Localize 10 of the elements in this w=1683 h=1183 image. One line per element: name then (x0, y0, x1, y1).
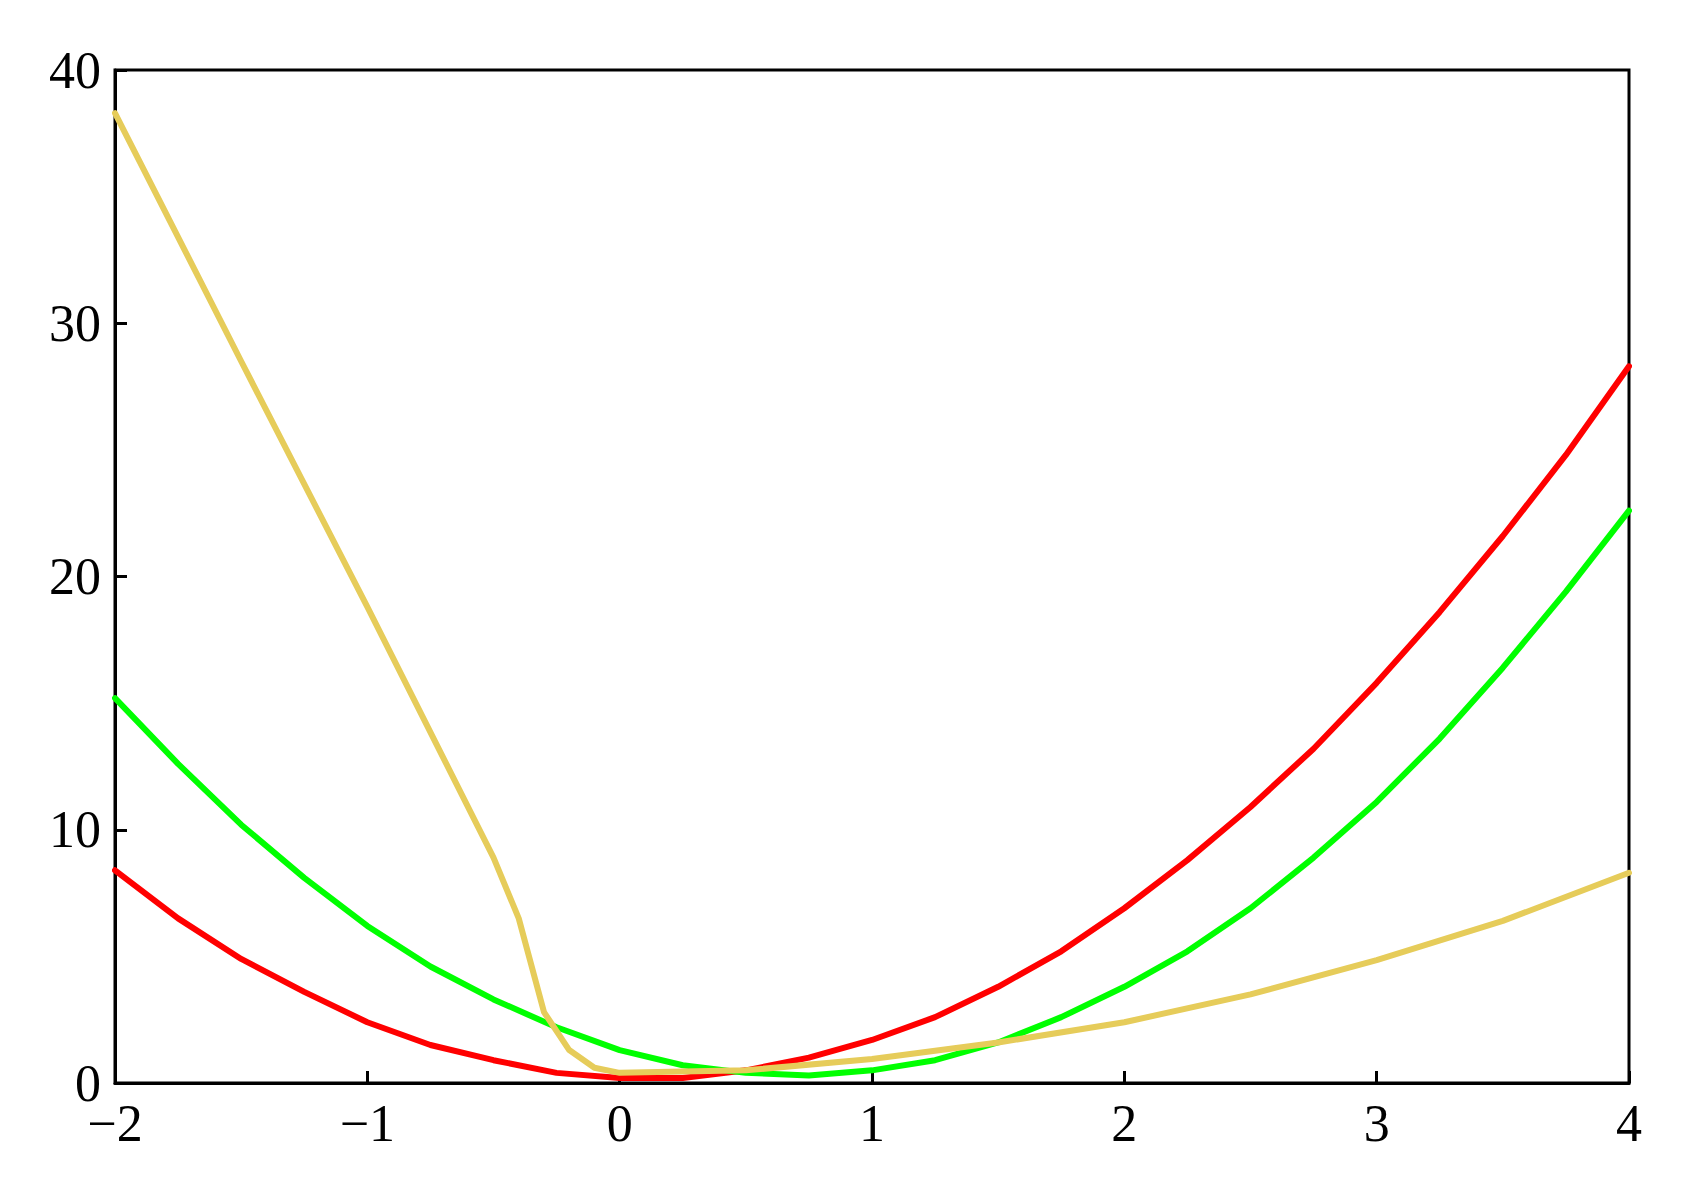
x-tick-label: 3 (1363, 1094, 1390, 1152)
x-tick-label: 2 (1111, 1094, 1138, 1152)
y-tick-label: 20 (49, 548, 101, 605)
x-tick-label: 4 (1616, 1094, 1642, 1152)
y-tick-label: 30 (49, 294, 101, 352)
x-tick-label: 0 (606, 1094, 633, 1152)
x-tick-label: −1 (339, 1094, 395, 1152)
y-tick-label: 10 (49, 801, 101, 859)
x-tick-label: 1 (859, 1094, 885, 1152)
y-tick-label: 40 (49, 41, 101, 99)
